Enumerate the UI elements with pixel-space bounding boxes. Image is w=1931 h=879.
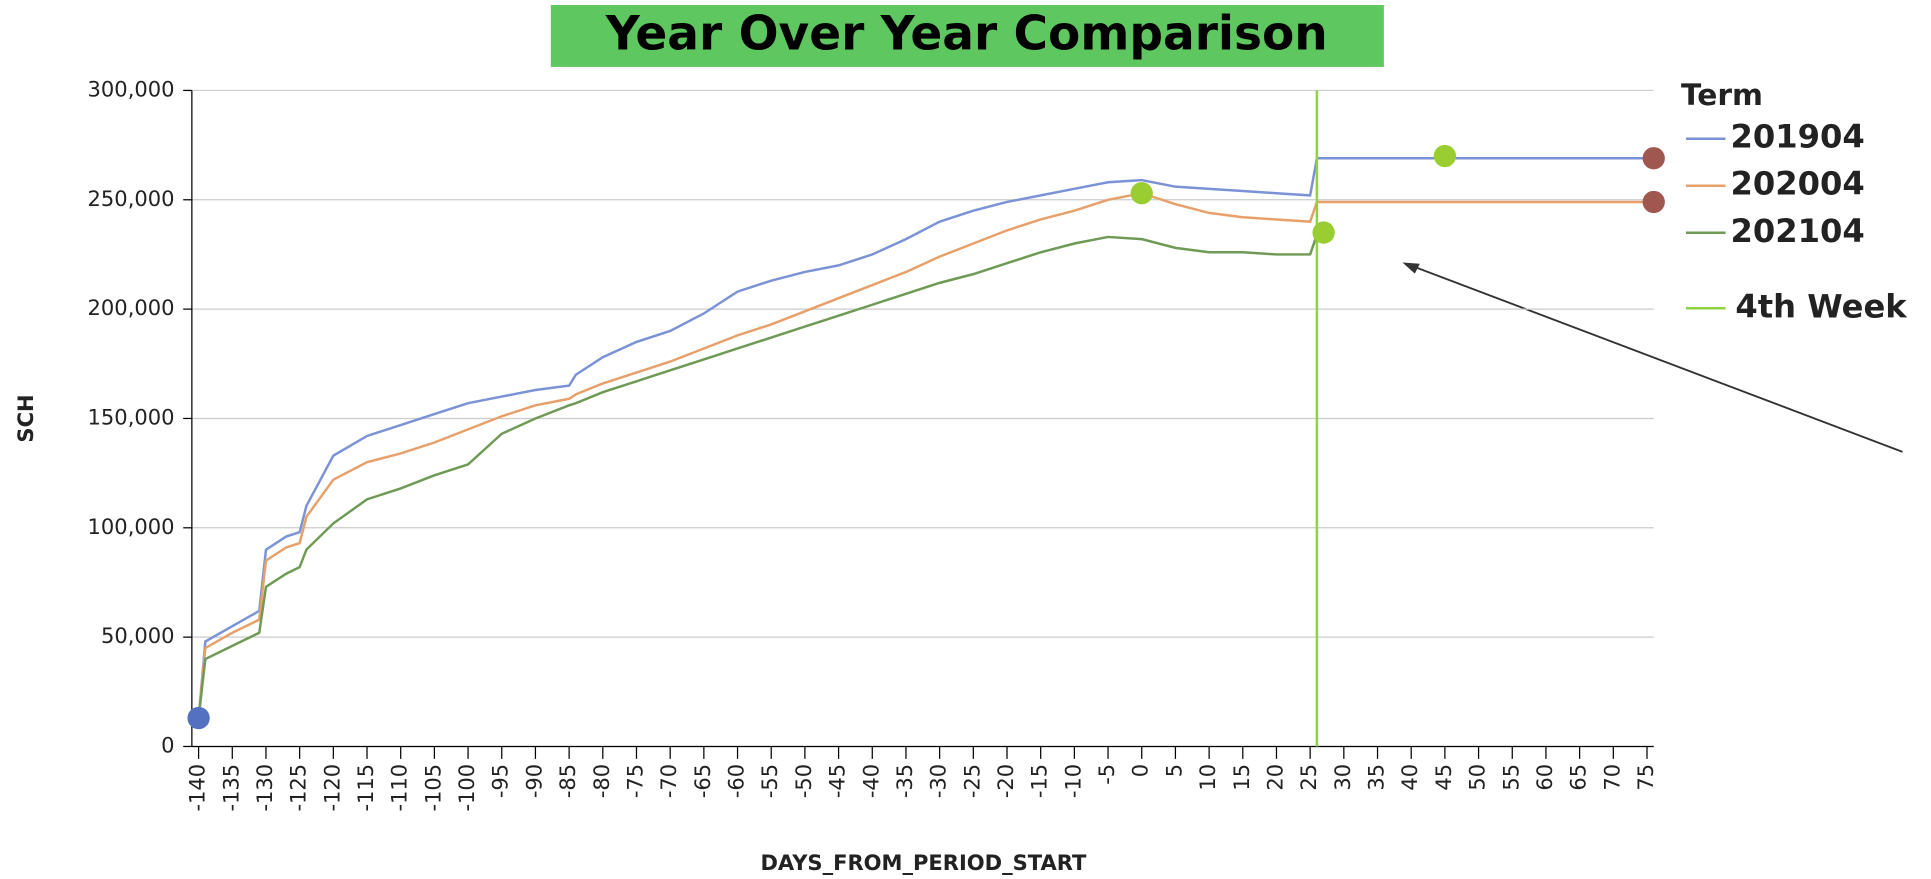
marker	[1130, 182, 1153, 205]
marker	[187, 706, 210, 730]
x-tick-label: -70	[656, 764, 681, 798]
y-tick-label: 50,000	[101, 623, 175, 648]
marker	[1433, 144, 1457, 168]
x-tick-label: 0	[1128, 764, 1153, 777]
x-tick-label: 5	[1161, 764, 1186, 777]
x-tick-label: -40	[858, 764, 883, 798]
legend-label: 202004	[1730, 165, 1864, 203]
y-tick-label: 250,000	[88, 186, 175, 211]
x-tick-label: -130	[252, 764, 277, 812]
x-tick-label: -45	[825, 764, 850, 798]
x-tick-label: -120	[319, 764, 344, 812]
x-tick-label: 50	[1465, 764, 1490, 791]
x-tick-label: 15	[1229, 764, 1254, 791]
x-tick-label: 40	[1397, 764, 1422, 791]
y-tick-label: 100,000	[88, 514, 175, 539]
x-tick-label: 55	[1498, 764, 1523, 791]
x-tick-label: 30	[1330, 764, 1355, 791]
x-axis-label: DAYS_FROM_PERIOD_START	[760, 850, 1087, 875]
marker	[1312, 221, 1335, 244]
x-tick-label: 70	[1599, 764, 1624, 791]
y-tick-label: 200,000	[88, 295, 175, 320]
x-tick-label: -5	[1094, 764, 1119, 785]
y-tick-label: 300,000	[88, 76, 175, 101]
x-tick-label: 75	[1633, 764, 1658, 791]
x-tick-label: -10	[1060, 764, 1085, 798]
series-line	[197, 191, 1647, 719]
y-tick-label: 150,000	[88, 404, 175, 429]
legend-label: 202104	[1730, 212, 1864, 250]
legend-label: 4th Week	[1735, 287, 1908, 325]
x-tick-label: 10	[1195, 764, 1220, 791]
series-line	[197, 234, 1319, 719]
marker	[1642, 190, 1665, 214]
y-axis-label: SCH	[13, 394, 38, 442]
x-tick-label: -135	[218, 764, 243, 812]
x-tick-label: -15	[1027, 764, 1052, 798]
x-tick-label: 35	[1364, 764, 1389, 791]
x-tick-label: -95	[488, 764, 513, 798]
marker	[1642, 147, 1665, 170]
y-tick-label: 0	[161, 732, 174, 757]
x-tick-label: 45	[1431, 764, 1456, 791]
x-tick-label: -100	[454, 764, 479, 812]
x-tick-label: -75	[622, 764, 647, 798]
x-tick-label: -125	[286, 764, 311, 812]
x-tick-label: -60	[724, 764, 749, 798]
x-tick-label: 25	[1296, 764, 1321, 791]
x-tick-label: -85	[555, 764, 580, 798]
x-tick-label: 65	[1566, 764, 1591, 791]
x-tick-label: -80	[589, 764, 614, 798]
legend-label: 201904	[1730, 118, 1864, 156]
legend-title: Term	[1681, 78, 1763, 113]
annotation-arrow	[1405, 262, 1903, 453]
x-tick-label: -50	[791, 764, 816, 798]
x-tick-label: -110	[387, 764, 412, 812]
x-tick-label: -35	[892, 764, 917, 798]
title-background	[550, 5, 1384, 67]
x-tick-label: 20	[1262, 764, 1287, 791]
x-tick-label: -20	[993, 764, 1018, 798]
x-tick-label: -140	[185, 764, 210, 812]
x-tick-label: -30	[926, 764, 951, 798]
x-tick-label: 60	[1532, 764, 1557, 791]
x-tick-label: -90	[521, 764, 546, 798]
chart-title: Year Over Year Comparison	[605, 7, 1328, 62]
x-tick-label: -105	[420, 764, 445, 812]
x-tick-label: -115	[353, 764, 378, 812]
series-line	[197, 156, 1647, 719]
x-tick-label: -25	[959, 764, 984, 798]
arrow-head	[1402, 262, 1420, 274]
x-tick-label: -55	[757, 764, 782, 798]
x-tick-label: -65	[690, 764, 715, 798]
